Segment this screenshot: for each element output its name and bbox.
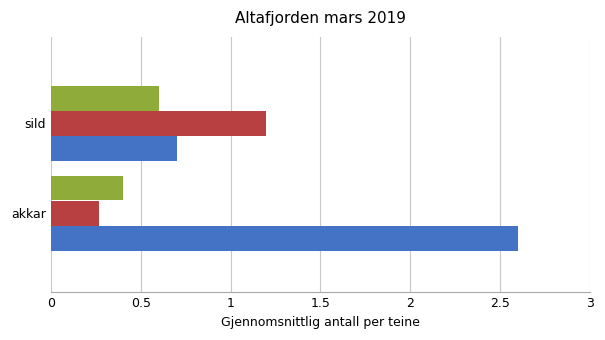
X-axis label: Gjennomsnittlig antall per teine: Gjennomsnittlig antall per teine <box>221 316 420 329</box>
Bar <box>51 86 159 111</box>
Bar <box>51 176 123 201</box>
Title: Altafjorden mars 2019: Altafjorden mars 2019 <box>235 11 406 26</box>
Bar <box>51 201 99 226</box>
Bar <box>51 111 266 136</box>
Bar <box>51 136 177 161</box>
Bar <box>51 226 518 251</box>
